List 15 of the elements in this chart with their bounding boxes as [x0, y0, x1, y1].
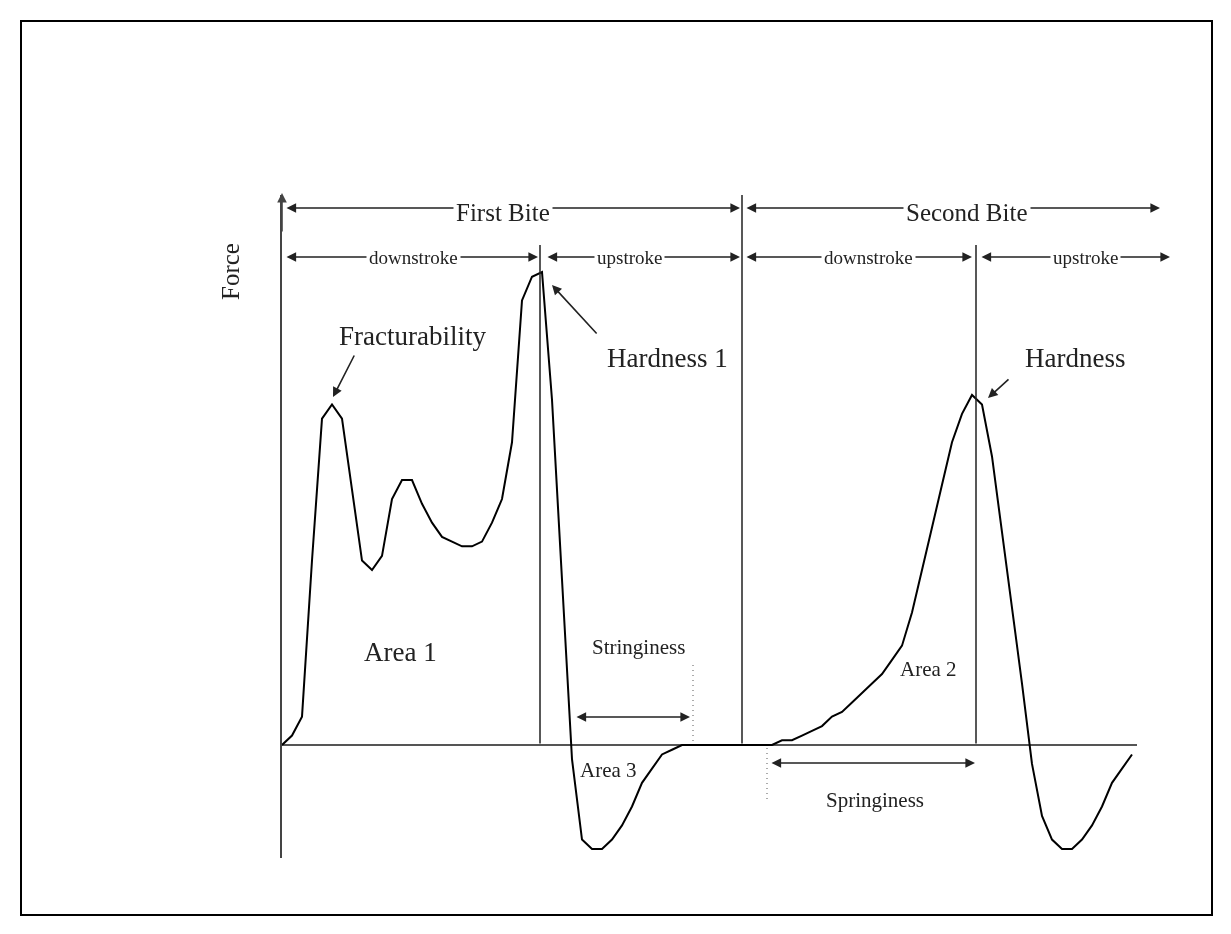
- annotation: Fracturability: [339, 321, 487, 351]
- text: upstroke: [597, 247, 663, 268]
- annotation: Area 1: [364, 637, 437, 667]
- annotation: Hardness: [1025, 343, 1126, 373]
- annotation: Stringiness: [592, 635, 686, 659]
- text: First Bite: [456, 199, 550, 226]
- text: downstroke: [824, 247, 913, 268]
- text: upstroke: [1053, 247, 1119, 268]
- y-axis-title: Force: [217, 243, 244, 300]
- annotation: Area 3: [580, 758, 637, 782]
- text: Second Bite: [906, 199, 1028, 226]
- annotation: Springiness: [826, 788, 925, 812]
- annotation: Hardness 1: [607, 343, 728, 373]
- text: downstroke: [369, 247, 458, 268]
- annotation: Area 2: [900, 657, 957, 681]
